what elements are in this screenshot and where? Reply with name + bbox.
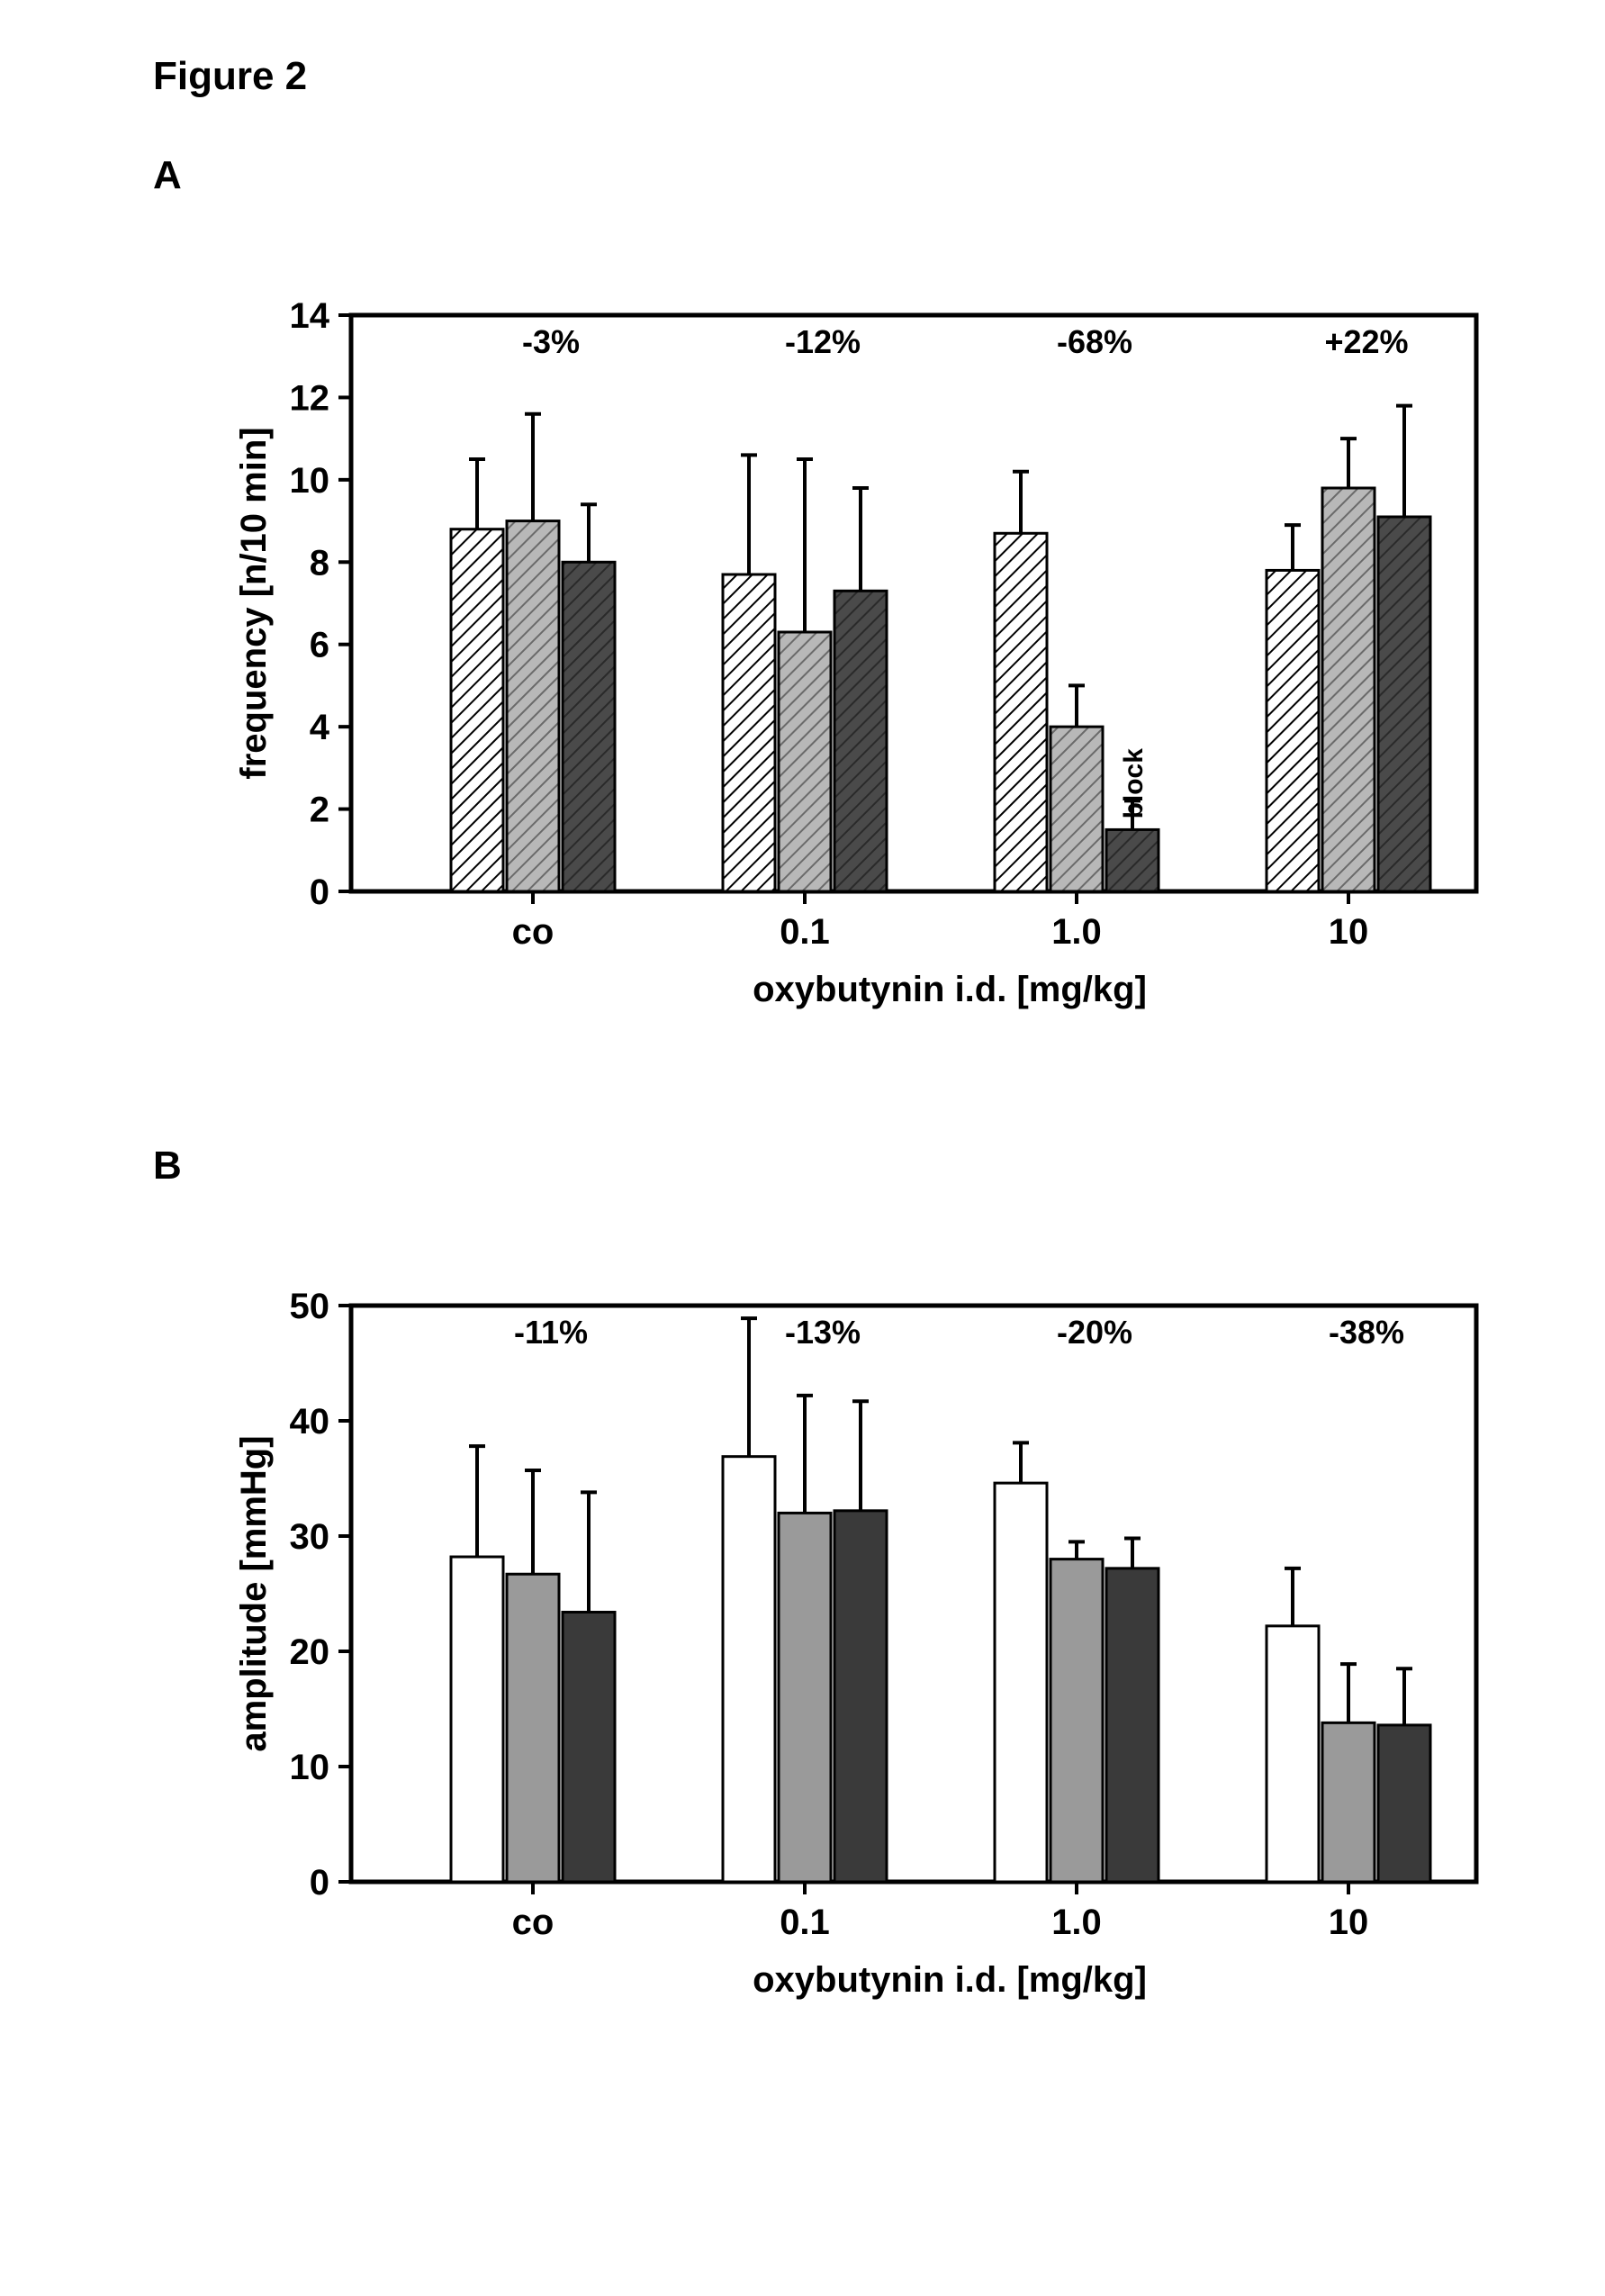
svg-text:14: 14 bbox=[290, 297, 330, 336]
svg-text:0: 0 bbox=[310, 872, 329, 912]
svg-text:oxybutynin i.d. [mg/kg]: oxybutynin i.d. [mg/kg] bbox=[753, 1960, 1147, 2000]
svg-text:-12%: -12% bbox=[785, 323, 861, 360]
svg-text:-38%: -38% bbox=[1329, 1314, 1404, 1351]
svg-text:20: 20 bbox=[290, 1632, 330, 1672]
svg-text:0: 0 bbox=[310, 1863, 329, 1903]
svg-text:-11%: -11% bbox=[514, 1314, 588, 1351]
svg-text:frequency [n/10 min]: frequency [n/10 min] bbox=[234, 427, 274, 779]
svg-text:block: block bbox=[1119, 748, 1149, 819]
svg-text:co: co bbox=[512, 1903, 555, 1942]
svg-text:30: 30 bbox=[290, 1517, 330, 1557]
svg-text:-3%: -3% bbox=[522, 323, 580, 360]
chart-a-svg: 0 2 4 6 8 10 12 14 frequency [n/10 min] -3% co -12%… bbox=[234, 297, 1494, 1026]
panel-a-label: A bbox=[153, 153, 182, 198]
svg-text:1.0: 1.0 bbox=[1051, 1903, 1102, 1942]
chart-a-container: 0 2 4 6 8 10 12 14 frequency [n/10 min] -3% co -12%… bbox=[234, 297, 1494, 1026]
svg-text:amplitude [mmHg]: amplitude [mmHg] bbox=[234, 1435, 274, 1751]
svg-text:1.0: 1.0 bbox=[1051, 912, 1102, 952]
svg-text:10: 10 bbox=[290, 461, 330, 501]
chart-b-svg: 0 10 20 30 40 50 amplitude [mmHg] -11% co -13% 0.1… bbox=[234, 1288, 1494, 2017]
chart-b-container: 0 10 20 30 40 50 amplitude [mmHg] -11% co -13% 0.1… bbox=[234, 1288, 1494, 2017]
svg-text:6: 6 bbox=[310, 626, 329, 665]
svg-text:4: 4 bbox=[310, 708, 330, 747]
svg-text:0.1: 0.1 bbox=[780, 1903, 830, 1942]
svg-text:10: 10 bbox=[1329, 1903, 1369, 1942]
svg-text:oxybutynin i.d. [mg/kg]: oxybutynin i.d. [mg/kg] bbox=[753, 970, 1147, 1009]
svg-text:+22%: +22% bbox=[1324, 323, 1408, 360]
svg-text:40: 40 bbox=[290, 1402, 330, 1442]
svg-text:-13%: -13% bbox=[785, 1314, 861, 1351]
svg-text:8: 8 bbox=[310, 543, 329, 583]
svg-text:-20%: -20% bbox=[1057, 1314, 1132, 1351]
svg-text:co: co bbox=[512, 912, 555, 952]
svg-text:10: 10 bbox=[290, 1748, 330, 1787]
panel-b-label: B bbox=[153, 1143, 182, 1189]
figure-title: Figure 2 bbox=[153, 54, 307, 99]
svg-text:0.1: 0.1 bbox=[780, 912, 830, 952]
page: Figure 2 A 0 2 4 6 8 10 12 14 frequency [n/10 mi… bbox=[0, 0, 1605, 2296]
svg-text:10: 10 bbox=[1329, 912, 1369, 952]
svg-text:2: 2 bbox=[310, 791, 329, 830]
svg-text:50: 50 bbox=[290, 1288, 330, 1326]
svg-text:12: 12 bbox=[290, 378, 330, 418]
svg-text:-68%: -68% bbox=[1057, 323, 1132, 360]
